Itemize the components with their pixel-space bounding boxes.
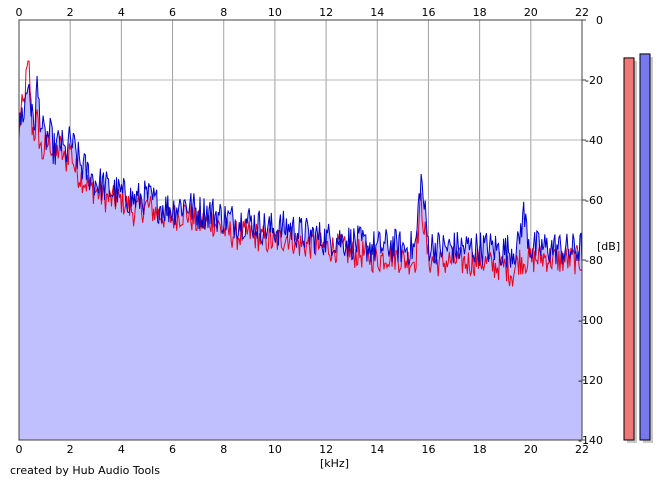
x-tick-label-bottom: 16 [421, 443, 435, 456]
y-tick-label: -80 [585, 254, 603, 267]
x-tick-label-bottom: 6 [169, 443, 176, 456]
credit-text: created by Hub Audio Tools [10, 464, 160, 477]
level-meter-bar [639, 53, 651, 441]
x-tick-label-bottom: 2 [67, 443, 74, 456]
x-tick-label-top: 12 [319, 6, 333, 19]
x-tick-label-top: 16 [421, 6, 435, 19]
x-tick-label-top: 20 [524, 6, 538, 19]
x-tick-label-bottom: 10 [268, 443, 282, 456]
x-tick-label-top: 10 [268, 6, 282, 19]
y-axis-label: [dB] [597, 240, 620, 253]
x-tick-label-bottom: 14 [370, 443, 384, 456]
plot-frame [18, 19, 583, 441]
level-meter-bar [623, 57, 635, 441]
y-tick-label: -120 [578, 374, 603, 387]
x-tick-label-bottom: 22 [575, 443, 589, 456]
x-tick-label-top: 2 [67, 6, 74, 19]
x-tick-label-top: 22 [575, 6, 589, 19]
x-tick-label-bottom: 8 [220, 443, 227, 456]
x-tick-label-top: 0 [16, 6, 23, 19]
plot-border [18, 19, 583, 441]
x-tick-label-bottom: 0 [16, 443, 23, 456]
x-tick-label-bottom: 20 [524, 443, 538, 456]
y-tick-label: -40 [585, 134, 603, 147]
spectrum-area [19, 75, 582, 441]
x-tick-label-top: 4 [118, 6, 125, 19]
y-tick-label: -140 [578, 434, 603, 447]
series-line-blue [18, 75, 583, 268]
y-tick-label: -20 [585, 74, 603, 87]
x-tick-label-bottom: 18 [473, 443, 487, 456]
spectrum-series [18, 60, 583, 287]
y-tick-label: -100 [578, 314, 603, 327]
y-tick-label: -60 [585, 194, 603, 207]
x-tick-label-top: 6 [169, 6, 176, 19]
spectrum-fill-area [19, 75, 582, 441]
level-meters [623, 53, 653, 444]
tick-labels: 002244668810101212141416161818202022220-… [16, 6, 604, 456]
x-tick-label-bottom: 4 [118, 443, 125, 456]
x-axis-label: [kHz] [320, 457, 349, 470]
x-tick-label-top: 8 [220, 6, 227, 19]
x-tick-label-bottom: 12 [319, 443, 333, 456]
x-tick-label-top: 14 [370, 6, 384, 19]
x-tick-label-top: 18 [473, 6, 487, 19]
y-tick-label: 0 [596, 14, 603, 27]
